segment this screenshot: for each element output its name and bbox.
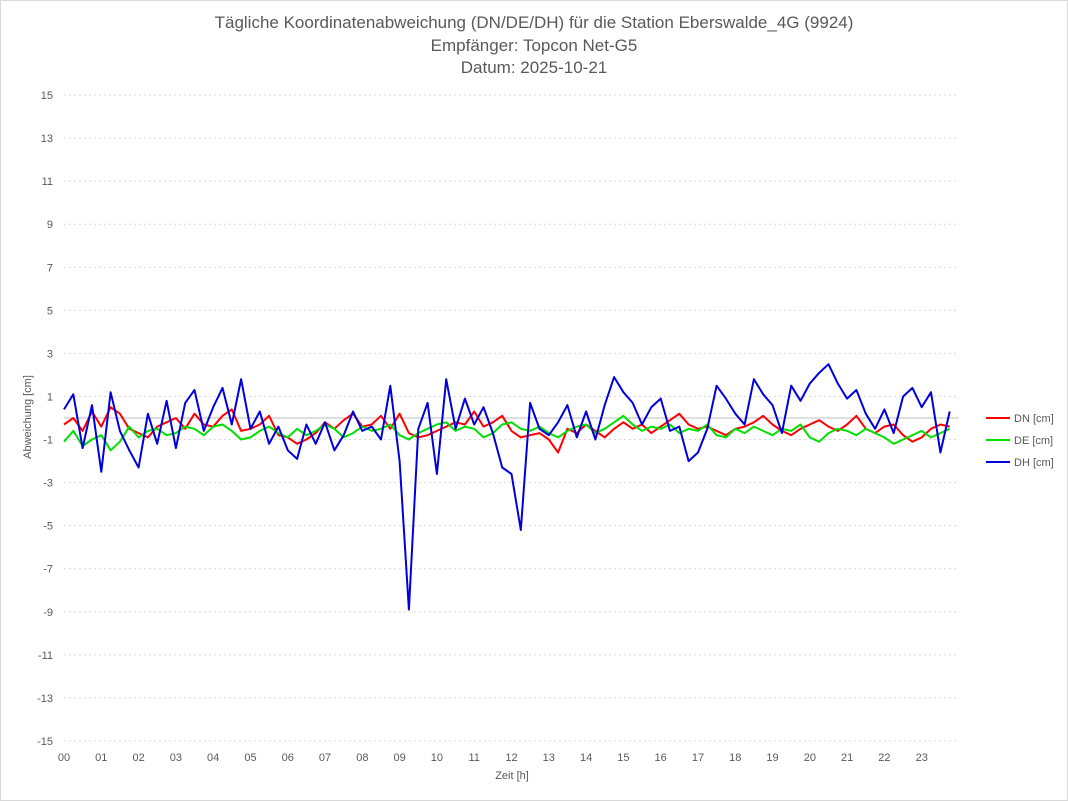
x-tick-label: 14 [580,752,592,764]
x-tick-label: 00 [58,752,70,764]
x-tick-label: 15 [617,752,629,764]
x-tick-label: 09 [394,752,406,764]
series-line-de [63,414,951,452]
x-tick-label: 16 [655,752,667,764]
chart-title-line-3: Datum: 2025-10-21 [461,58,607,77]
y-tick-label: 7 [47,262,53,274]
legend: DN [cm] DE [cm] DH [cm] [986,413,1054,469]
data-series [63,363,951,611]
x-tick-label: 23 [916,752,928,764]
x-tick-label: 13 [543,752,555,764]
x-tick-label: 12 [505,752,517,764]
y-tick-label: -9 [43,607,53,619]
x-tick-label: 06 [282,752,294,764]
y-tick-label: 5 [47,305,53,317]
x-tick-label: 08 [356,752,368,764]
y-axis-title: Abweichung [cm] [22,375,34,459]
gridlines [64,94,959,742]
y-tick-label: 15 [41,90,53,102]
y-tick-label: -3 [43,478,53,490]
y-tick-label: -13 [37,693,53,705]
x-tick-label: 22 [878,752,890,764]
x-tick-label: 03 [170,752,182,764]
x-tick-label: 01 [95,752,107,764]
x-tick-label: 17 [692,752,704,764]
legend-label: DH [cm] [1014,457,1054,469]
y-tick-label: 13 [41,133,53,145]
y-tick-label: -11 [38,650,53,662]
x-tick-label: 11 [468,752,479,764]
chart-title-line-1: Tägliche Koordinatenabweichung (DN/DE/DH… [215,13,854,32]
y-tick-label: -5 [43,521,53,533]
y-tick-label: -1 [43,435,53,447]
x-tick-label: 20 [804,752,816,764]
x-tick-label: 02 [132,752,144,764]
chart-title-line-2: Empfänger: Topcon Net-G5 [431,36,638,55]
x-tick-label: 04 [207,752,219,764]
x-tick-label: 19 [766,752,778,764]
x-tick-label: 05 [244,752,256,764]
x-axis-title: Zeit [h] [495,770,529,782]
series-line-dh [63,363,951,611]
y-axis-tick-labels: 15 13 11 9 7 5 3 1 -1 -3 -5 -7 -9 -11 -13 -15 [37,90,53,748]
legend-label: DN [cm] [1014,413,1054,425]
y-tick-label: -7 [43,564,53,576]
y-tick-label: 1 [47,391,53,403]
x-tick-label: 21 [841,752,853,764]
x-tick-label: 18 [729,752,741,764]
x-tick-label: 10 [431,752,443,764]
chart-title: Tägliche Koordinatenabweichung (DN/DE/DH… [215,13,854,77]
y-tick-label: 9 [47,219,53,231]
y-tick-label: 3 [47,348,53,360]
x-tick-label: 07 [319,752,331,764]
x-axis-tick-labels: 00 01 02 03 04 05 06 07 08 09 10 11 12 13 14 15 16 17 18 19… [58,752,928,764]
y-tick-label: -15 [37,736,53,748]
legend-label: DE [cm] [1014,435,1053,447]
y-tick-label: 11 [42,176,53,188]
